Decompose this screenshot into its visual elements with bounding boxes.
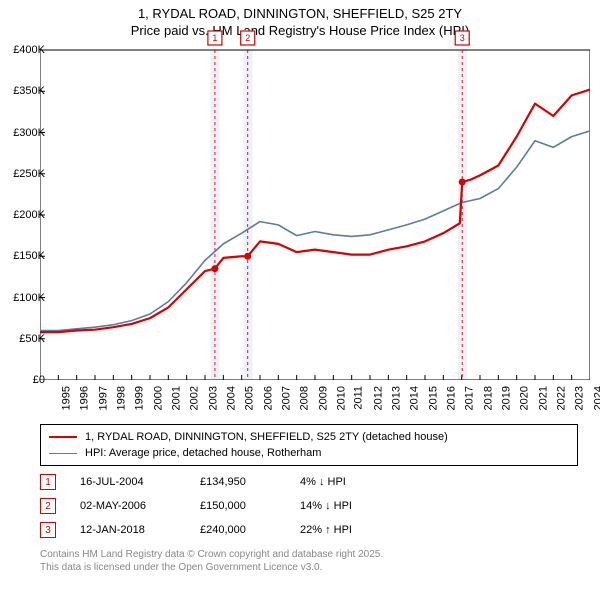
chart-container: 1, RYDAL ROAD, DINNINGTON, SHEFFIELD, S2…: [0, 0, 600, 590]
title-line-1: 1, RYDAL ROAD, DINNINGTON, SHEFFIELD, S2…: [0, 6, 600, 23]
sale-row: 3 12-JAN-2018£240,00022% ↑ HPI: [40, 518, 440, 542]
sale-delta: 14% ↓ HPI: [300, 500, 440, 512]
x-tick-label: 2023: [574, 386, 586, 410]
chart-area: 123: [40, 50, 590, 380]
svg-text:1: 1: [212, 33, 217, 43]
x-tick-label: 1996: [79, 386, 91, 410]
x-tick-label: 2004: [225, 386, 237, 410]
sale-row-marker: 1: [40, 474, 56, 490]
svg-text:3: 3: [460, 33, 465, 43]
y-tick-label: £400K: [13, 44, 45, 56]
y-tick-label: £350K: [13, 85, 45, 97]
plot-svg: 1 2 3: [40, 26, 590, 380]
x-tick-label: 2005: [244, 386, 256, 410]
x-tick-label: 2024: [592, 386, 600, 410]
x-tick-label: 2007: [280, 386, 292, 410]
legend-row: 1, RYDAL ROAD, DINNINGTON, SHEFFIELD, S2…: [49, 429, 569, 445]
x-tick-label: 2008: [299, 386, 311, 410]
series-property: [40, 90, 590, 333]
sale-row-marker: 2: [40, 498, 56, 514]
y-tick-label: £100K: [13, 292, 45, 304]
series-hpi: [40, 131, 590, 331]
x-tick-label: 2016: [445, 386, 457, 410]
x-tick-label: 2012: [372, 386, 384, 410]
x-tick-label: 2002: [189, 386, 201, 410]
x-tick-label: 2018: [482, 386, 494, 410]
sale-row-marker: 3: [40, 522, 56, 538]
sale-date: 12-JAN-2018: [80, 524, 200, 536]
legend-row: HPI: Average price, detached house, Roth…: [49, 445, 569, 461]
x-tick-label: 2017: [464, 386, 476, 410]
x-tick-label: 2020: [519, 386, 531, 410]
sale-marker-box: 3: [455, 31, 469, 45]
x-tick-label: 2006: [262, 386, 274, 410]
sale-row: 2 02-MAY-2006£150,00014% ↓ HPI: [40, 494, 440, 518]
legend-swatch: [49, 453, 77, 454]
sale-date: 02-MAY-2006: [80, 500, 200, 512]
y-tick-label: £0: [33, 374, 45, 386]
x-tick-label: 2014: [409, 386, 421, 410]
sale-price: £150,000: [200, 500, 300, 512]
x-tick-label: 1998: [115, 386, 127, 410]
sale-price: £134,950: [200, 476, 300, 488]
footer-line-2: This data is licensed under the Open Gov…: [40, 561, 383, 574]
x-tick-label: 2019: [500, 386, 512, 410]
y-tick-label: £300K: [13, 127, 45, 139]
footer: Contains HM Land Registry data © Crown c…: [40, 548, 383, 574]
sale-row: 1 16-JUL-2004£134,9504% ↓ HPI: [40, 470, 440, 494]
x-tick-label: 2013: [390, 386, 402, 410]
svg-text:2: 2: [245, 33, 250, 43]
axes-box: [40, 50, 590, 380]
y-tick-label: £150K: [13, 250, 45, 262]
x-tick-label: 2000: [152, 386, 164, 410]
y-tick-label: £200K: [13, 209, 45, 221]
x-tick-label: 1995: [60, 386, 72, 410]
x-tick-label: 2001: [170, 386, 182, 410]
x-tick-label: 2003: [207, 386, 219, 410]
x-tick-label: 1999: [134, 386, 146, 410]
sales-table: 1 16-JUL-2004£134,9504% ↓ HPI 2 02-MAY-2006…: [40, 470, 440, 542]
y-tick-label: £50K: [19, 333, 45, 345]
x-tick-label: 2010: [335, 386, 347, 410]
x-tick-label: 1997: [97, 386, 109, 410]
sale-marker-box: 2: [241, 31, 255, 45]
legend-label: 1, RYDAL ROAD, DINNINGTON, SHEFFIELD, S2…: [85, 431, 448, 443]
x-tick-label: 2009: [317, 386, 329, 410]
footer-line-1: Contains HM Land Registry data © Crown c…: [40, 548, 383, 561]
sale-marker-box: 1: [208, 31, 222, 45]
sale-date: 16-JUL-2004: [80, 476, 200, 488]
sale-price: £240,000: [200, 524, 300, 536]
x-tick-label: 2011: [353, 386, 365, 410]
x-tick-label: 2015: [427, 386, 439, 410]
x-tick-label: 2022: [555, 386, 567, 410]
y-tick-label: £250K: [13, 168, 45, 180]
sale-delta: 4% ↓ HPI: [300, 476, 440, 488]
legend: 1, RYDAL ROAD, DINNINGTON, SHEFFIELD, S2…: [40, 424, 578, 466]
legend-label: HPI: Average price, detached house, Roth…: [85, 447, 321, 459]
legend-swatch: [49, 436, 77, 438]
x-tick-label: 2021: [537, 386, 549, 410]
sale-delta: 22% ↑ HPI: [300, 524, 440, 536]
